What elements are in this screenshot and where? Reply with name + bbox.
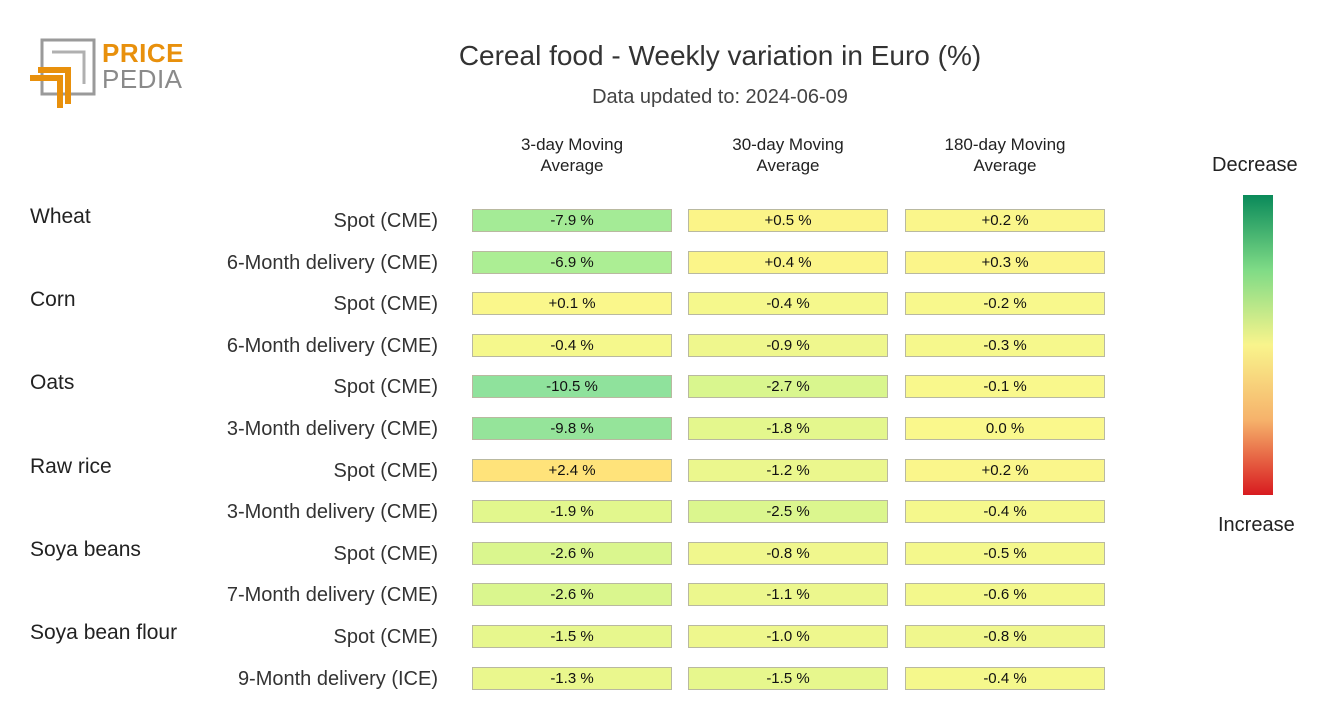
column-header: 180-day Moving Average (904, 134, 1106, 176)
heatmap-cell: -0.8 % (688, 541, 888, 565)
row-label: Spot (CME) (333, 293, 438, 316)
group-label: Wheat (30, 205, 91, 228)
column-header: 30-day Moving Average (687, 134, 889, 176)
heatmap-cell: -0.4 % (688, 292, 888, 316)
column-header-line: 180-day Moving (944, 135, 1066, 154)
column-header-line: 3-day Moving (520, 135, 624, 154)
chart-subtitle: Data updated to: 2024-06-09 (592, 86, 848, 108)
heatmap-cell: -0.6 % (905, 583, 1105, 607)
column-header-line: Average (756, 156, 820, 175)
row-label: 3-Month delivery (CME) (226, 418, 438, 440)
heatmap-cell: -1.5 % (472, 625, 672, 648)
heatmap-cell: -9.8 % (472, 417, 672, 440)
heatmap-cell: +0.3 % (905, 250, 1105, 274)
heatmap-cell: -0.1 % (905, 375, 1105, 399)
row-label: Spot (CME) (333, 210, 438, 232)
heatmap-cell: -7.9 % (472, 209, 672, 232)
heatmap-cell: +0.4 % (688, 250, 888, 274)
legend-bottom-label: Increase (1218, 514, 1295, 536)
heatmap-cell: -1.3 % (472, 666, 672, 690)
legend-top-label: Decrease (1212, 154, 1298, 176)
heatmap-cell: -2.7 % (688, 375, 888, 399)
heatmap-cell: 0.0 % (905, 417, 1105, 440)
logo-mark-icon (30, 38, 96, 108)
row-label: Spot (CME) (333, 626, 438, 648)
heatmap-cell: -0.4 % (905, 666, 1105, 690)
heatmap-cell: +0.1 % (472, 292, 672, 316)
heatmap-cell: -0.3 % (905, 333, 1105, 357)
heatmap-cell: -0.4 % (472, 333, 672, 357)
row-label: 6-Month delivery (CME) (226, 334, 438, 357)
pricepedia-logo: PRICE PEDIA (30, 38, 190, 110)
heatmap-cell: -1.2 % (688, 458, 888, 482)
row-label: Spot (CME) (333, 459, 438, 482)
heatmap-cell: -0.5 % (905, 541, 1105, 565)
heatmap-cell: +2.4 % (472, 458, 672, 482)
column-header-line: 30-day Moving (732, 135, 844, 154)
heatmap-cell: +0.2 % (905, 458, 1105, 482)
heatmap-cell: -1.1 % (688, 583, 888, 607)
column-header: 3-day Moving Average (471, 134, 673, 176)
row-label: 3-Month delivery (CME) (226, 501, 438, 524)
group-label: Raw rice (30, 454, 112, 478)
logo-word-pedia: PEDIA (102, 64, 183, 94)
heatmap-cell: -0.4 % (905, 500, 1105, 524)
row-label: 9-Month delivery (ICE) (237, 667, 438, 690)
heatmap-cell: +0.5 % (688, 209, 888, 232)
column-header-line: Average (540, 156, 604, 175)
heatmap-cell: -0.2 % (905, 292, 1105, 316)
heatmap-cell: -0.9 % (688, 333, 888, 357)
legend-color-scale (1243, 195, 1273, 495)
heatmap-cell: -2.6 % (472, 541, 672, 565)
heatmap-cell: -2.5 % (688, 500, 888, 524)
row-label: 7-Month delivery (CME) (226, 584, 438, 607)
heatmap-cell: -10.5 % (472, 375, 672, 399)
row-label: Spot (CME) (333, 376, 438, 399)
group-label: Oats (30, 371, 75, 395)
heatmap-cell: -1.9 % (472, 500, 672, 524)
logo-word-price: PRICE (102, 38, 184, 68)
heatmap-cell: -1.5 % (688, 666, 888, 690)
heatmap-cell: -6.9 % (472, 250, 672, 274)
heatmap-cell: -0.8 % (905, 625, 1105, 648)
heatmap-cell: -2.6 % (472, 583, 672, 607)
chart-title: Cereal food - Weekly variation in Euro (… (458, 40, 982, 71)
heatmap-cell: -1.0 % (688, 625, 888, 648)
group-label: Soya bean flour (30, 621, 178, 644)
heatmap-cell: -1.8 % (688, 417, 888, 440)
column-header-line: Average (973, 156, 1037, 175)
heatmap-cell: +0.2 % (905, 209, 1105, 232)
row-label: Spot (CME) (333, 542, 438, 565)
group-label: Corn (30, 288, 76, 312)
group-label: Soya beans (30, 537, 141, 561)
row-label: 6-Month delivery (CME) (226, 251, 438, 274)
